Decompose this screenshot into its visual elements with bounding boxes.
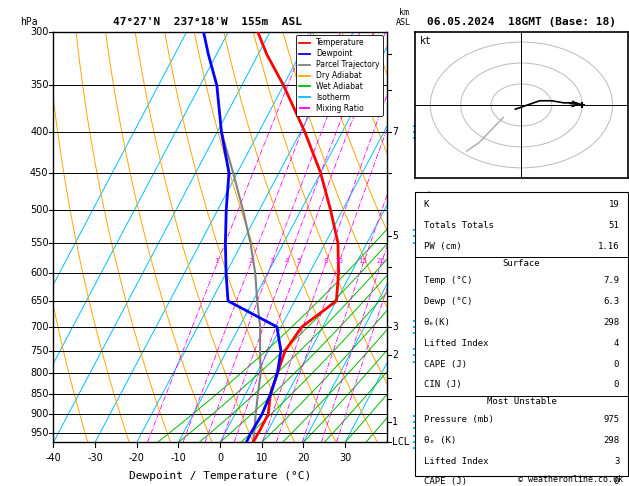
Text: CAPE (J): CAPE (J) [424, 360, 467, 368]
Text: 1.16: 1.16 [598, 242, 619, 251]
Text: 1: 1 [214, 258, 219, 264]
Text: -40: -40 [45, 452, 62, 463]
Text: 3: 3 [614, 456, 619, 466]
Text: 19: 19 [608, 200, 619, 209]
Text: © weatheronline.co.uk: © weatheronline.co.uk [518, 474, 623, 484]
Text: 298: 298 [603, 318, 619, 327]
Text: -30: -30 [87, 452, 103, 463]
Text: 7.9: 7.9 [603, 277, 619, 285]
Text: 300: 300 [30, 27, 48, 36]
Text: 600: 600 [30, 268, 48, 278]
Text: 5: 5 [392, 231, 398, 242]
Text: 47°27'N  237°18'W  155m  ASL: 47°27'N 237°18'W 155m ASL [113, 17, 302, 27]
Text: PW (cm): PW (cm) [424, 242, 461, 251]
Text: kt: kt [420, 36, 431, 46]
Text: 8: 8 [323, 258, 328, 264]
Text: Lifted Index: Lifted Index [424, 456, 488, 466]
Text: 975: 975 [603, 415, 619, 424]
Text: 7: 7 [392, 127, 398, 137]
Text: 700: 700 [30, 322, 48, 332]
Text: 20: 20 [377, 258, 386, 264]
Text: 750: 750 [30, 346, 48, 356]
Text: hPa: hPa [20, 17, 38, 28]
Text: 0: 0 [614, 360, 619, 368]
Text: 06.05.2024  18GMT (Base: 18): 06.05.2024 18GMT (Base: 18) [427, 17, 616, 27]
Text: Surface: Surface [503, 259, 540, 268]
Text: Totals Totals: Totals Totals [424, 221, 494, 230]
Text: 400: 400 [30, 127, 48, 137]
Text: 0: 0 [614, 381, 619, 389]
Text: Most Unstable: Most Unstable [486, 398, 557, 406]
Text: K: K [424, 200, 429, 209]
Text: 51: 51 [608, 221, 619, 230]
Text: 650: 650 [30, 296, 48, 306]
Text: Dewp (°C): Dewp (°C) [424, 297, 472, 306]
Text: 0: 0 [614, 477, 619, 486]
Text: 900: 900 [30, 409, 48, 419]
Text: 30: 30 [339, 452, 351, 463]
Legend: Temperature, Dewpoint, Parcel Trajectory, Dry Adiabat, Wet Adiabat, Isotherm, Mi: Temperature, Dewpoint, Parcel Trajectory… [296, 35, 383, 116]
Text: km
ASL: km ASL [396, 8, 411, 28]
Text: 4: 4 [284, 258, 289, 264]
Text: Temp (°C): Temp (°C) [424, 277, 472, 285]
Text: 2: 2 [248, 258, 253, 264]
Text: LCL: LCL [392, 437, 410, 447]
Text: 550: 550 [30, 238, 48, 248]
Text: 500: 500 [30, 205, 48, 215]
Text: θₑ(K): θₑ(K) [424, 318, 450, 327]
Text: 450: 450 [30, 168, 48, 178]
Text: 850: 850 [30, 389, 48, 399]
Text: -10: -10 [170, 452, 186, 463]
Text: -20: -20 [129, 452, 145, 463]
Text: CAPE (J): CAPE (J) [424, 477, 467, 486]
Text: 298: 298 [603, 436, 619, 445]
Text: 800: 800 [30, 368, 48, 378]
Text: 10: 10 [256, 452, 268, 463]
Text: 0: 0 [217, 452, 223, 463]
Text: Dewpoint / Temperature (°C): Dewpoint / Temperature (°C) [129, 471, 311, 481]
Text: Lifted Index: Lifted Index [424, 339, 488, 348]
Text: 5: 5 [297, 258, 301, 264]
Text: 350: 350 [30, 80, 48, 90]
Text: 6.3: 6.3 [603, 297, 619, 306]
Text: 3: 3 [269, 258, 274, 264]
Text: 950: 950 [30, 428, 48, 438]
Text: 10: 10 [334, 258, 343, 264]
Text: 2: 2 [392, 350, 398, 361]
Text: 15: 15 [359, 258, 367, 264]
Text: θₑ (K): θₑ (K) [424, 436, 456, 445]
Text: 20: 20 [298, 452, 309, 463]
Text: CIN (J): CIN (J) [424, 381, 461, 389]
Text: Mixing Ratio (g/kg): Mixing Ratio (g/kg) [426, 190, 435, 284]
Text: 1: 1 [392, 417, 398, 427]
Text: Pressure (mb): Pressure (mb) [424, 415, 494, 424]
Text: 3: 3 [392, 322, 398, 332]
Text: 4: 4 [614, 339, 619, 348]
